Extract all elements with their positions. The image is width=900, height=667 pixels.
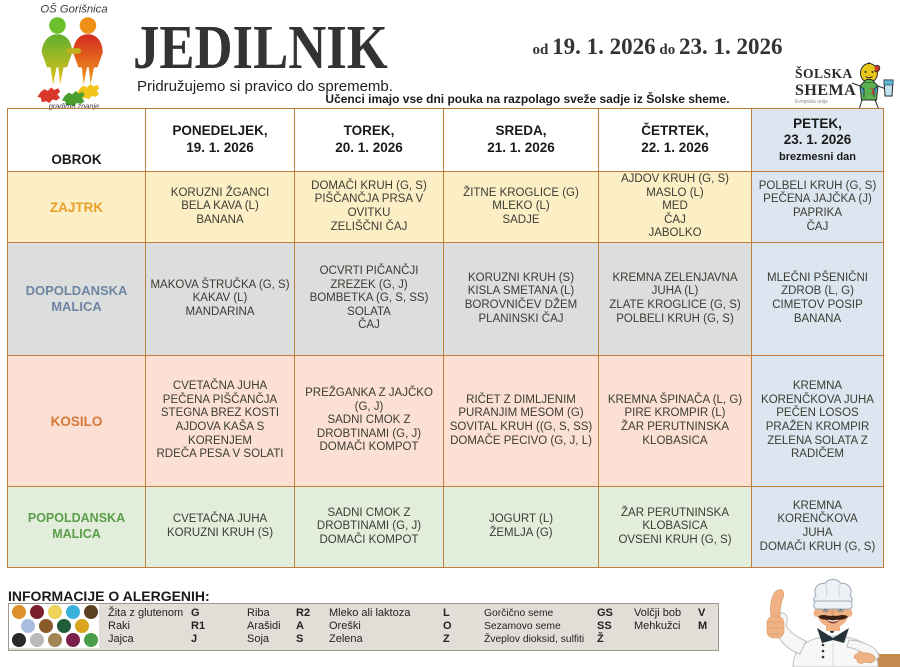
svg-text:SHEMA: SHEMA	[795, 82, 856, 99]
svg-text:ŠOLSKA: ŠOLSKA	[795, 66, 853, 81]
svg-text:OŠ Gorišnica: OŠ Gorišnica	[40, 2, 107, 15]
svg-text:Evropska unija: Evropska unija	[795, 99, 828, 105]
